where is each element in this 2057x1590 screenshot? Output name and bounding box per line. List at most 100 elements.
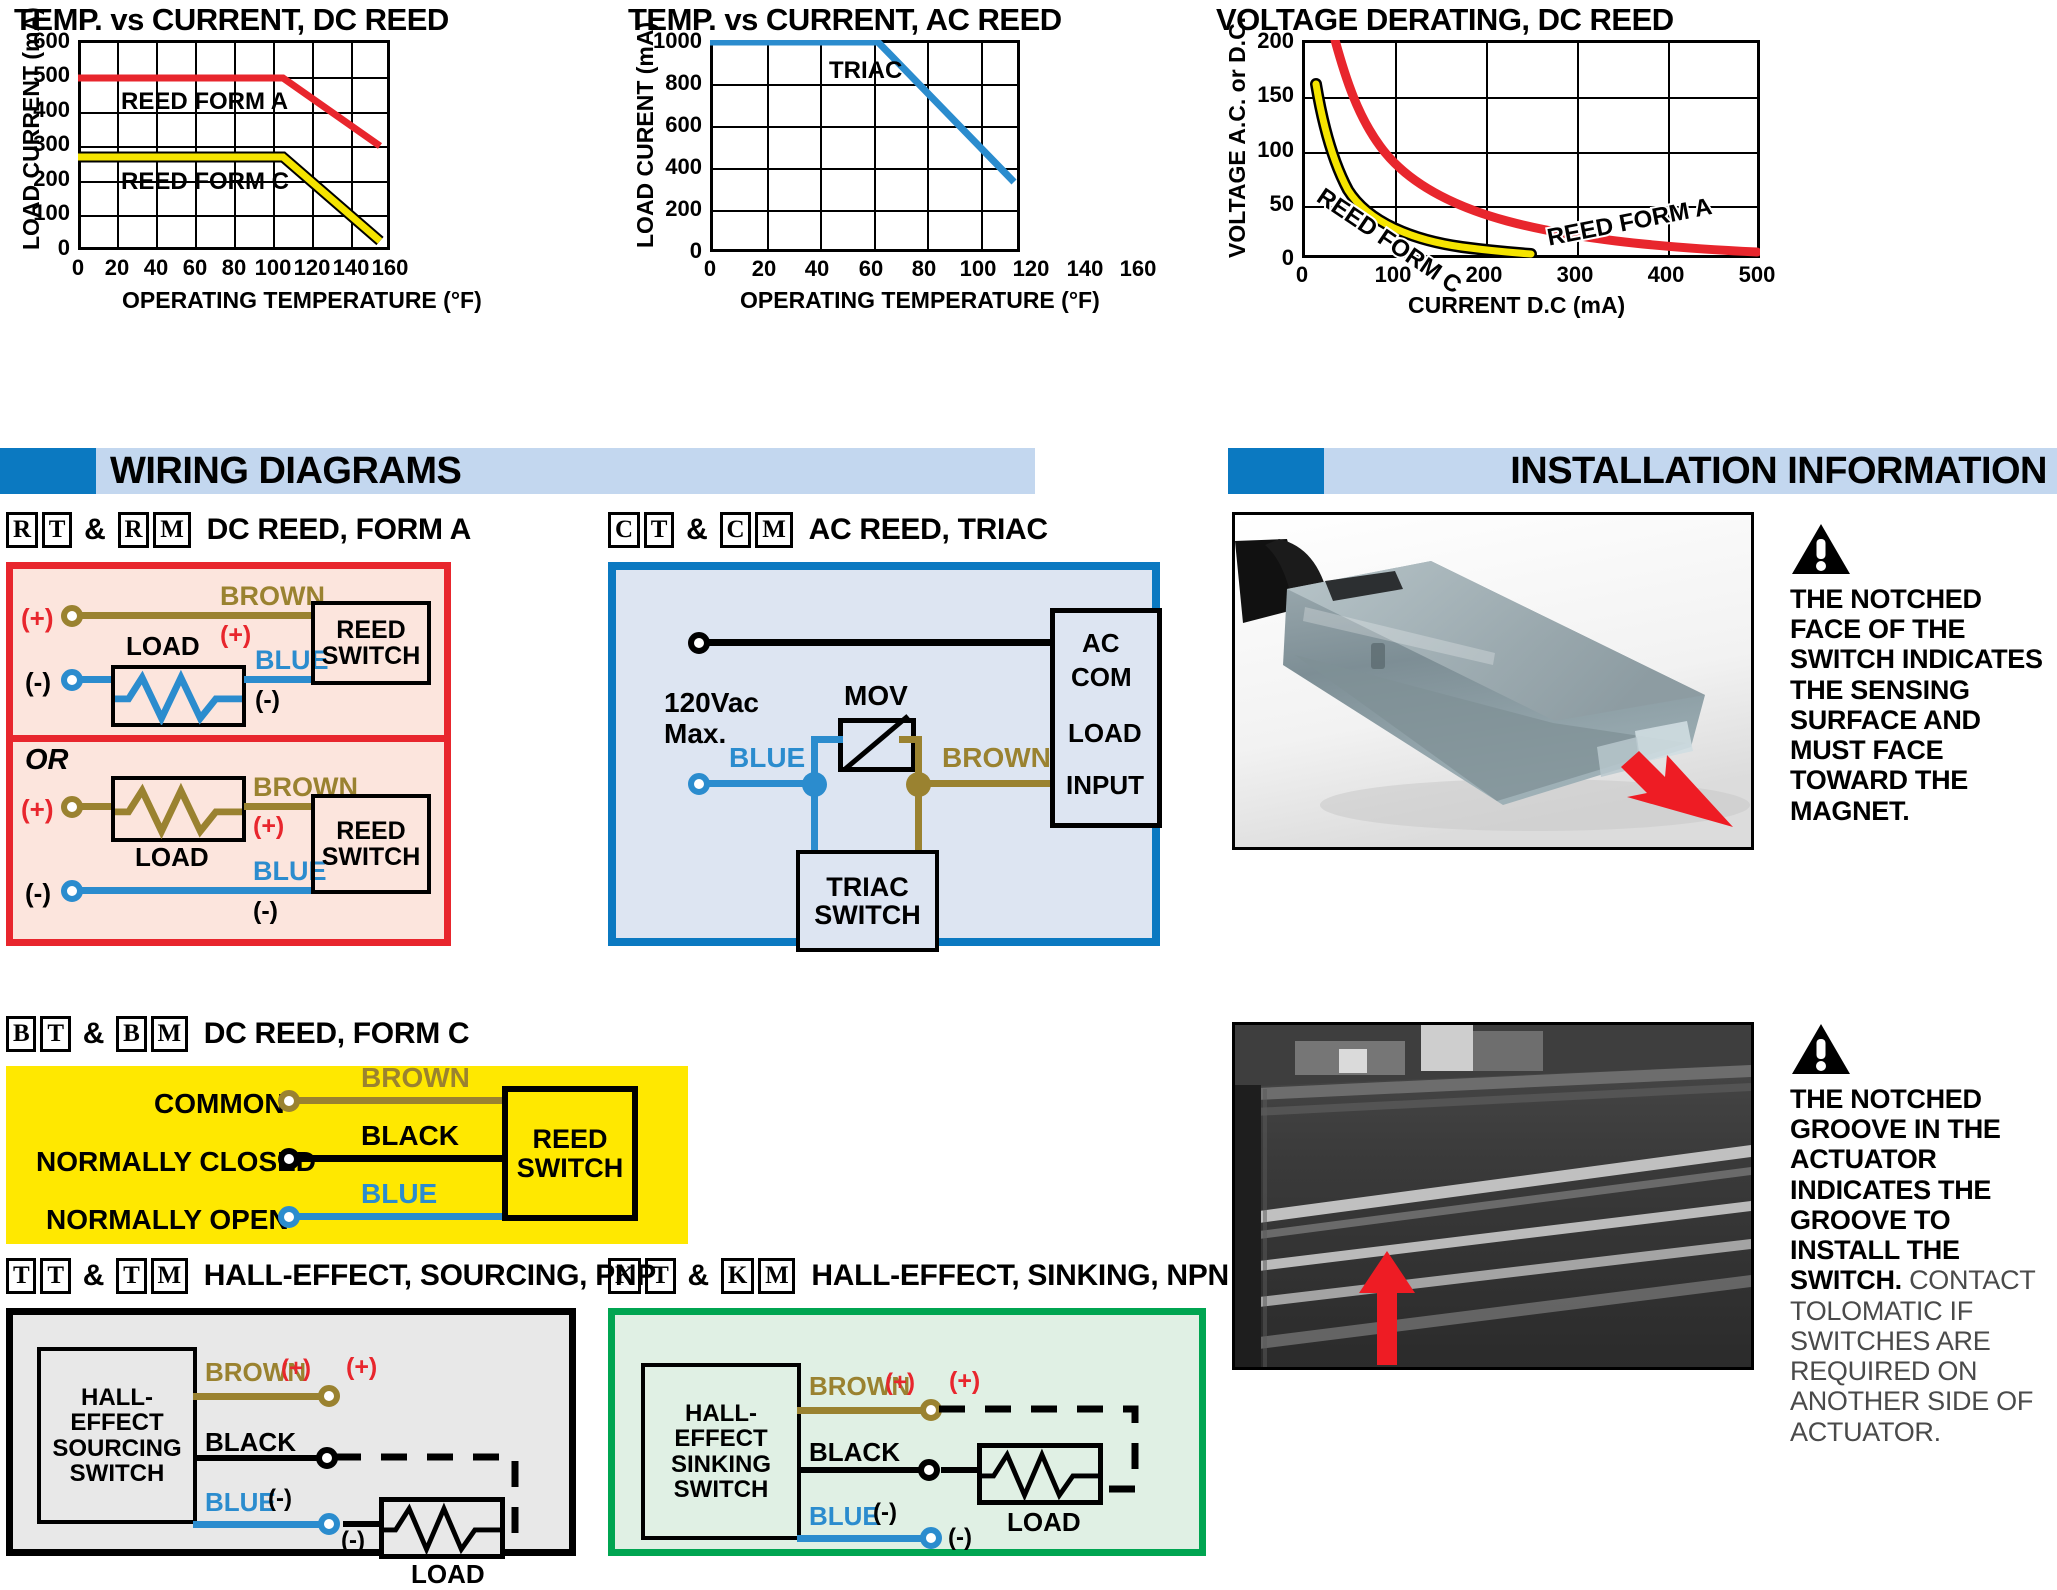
blue-label: BLUE (205, 1487, 276, 1517)
mov-varistor-slash (842, 714, 910, 772)
plus-label: (+) (885, 1369, 915, 1396)
triac-switch-box: TRIAC SWITCH (796, 850, 939, 952)
chart1-xtick: 140 (332, 255, 370, 280)
blue-wire-to-mov (811, 736, 843, 743)
warning-1-text: THE NOTCHED FACE OF THE SWITCH INDICATES… (1790, 584, 2043, 826)
brown-wire (797, 1407, 925, 1414)
blue-wire (81, 676, 113, 683)
caption-text: DC REED, FORM C (203, 1017, 470, 1050)
reed-switch-line1: REED (532, 1124, 608, 1155)
chart2-ytick: 200 (665, 196, 702, 221)
code-letter: C (719, 512, 752, 548)
chart1-xtick: 80 (221, 255, 247, 280)
actuator-photo (1232, 1022, 1754, 1370)
reed-switch-line1: REED (336, 615, 406, 644)
minus-label: (-) (253, 897, 278, 925)
code-letter: M (153, 512, 191, 548)
load-label: LOAD (126, 631, 200, 661)
terminal-plus (61, 796, 83, 818)
terminal-ac (688, 632, 710, 654)
code-letter: T (41, 512, 73, 548)
minus-label: (-) (25, 667, 51, 697)
diagram-hall-sourcing-pnp: HALL-EFFECT SOURCING SWITCH BROWN (+) (+… (6, 1308, 576, 1589)
chart3-curves (1310, 40, 1760, 258)
chart3-ytick: 100 (1257, 137, 1294, 162)
warning-triangle-icon (1792, 524, 1850, 574)
terminal-minus (920, 1527, 942, 1549)
chart3-ytick: 0 (1281, 245, 1294, 270)
chart1-label-form-a: REED FORM A (121, 88, 289, 115)
terminal-nc (278, 1148, 300, 1170)
diagram-dc-reed-form-a-alt: OR (+) BROWN (+) LOAD (-) BLUE (-) REED … (6, 742, 451, 946)
wiring-diagrams-header: WIRING DIAGRAMS (0, 448, 1035, 494)
brown-wire (81, 612, 313, 619)
common-label: COMMON (154, 1088, 285, 1119)
sensor-photo (1232, 512, 1754, 850)
input-label: INPUT (1066, 770, 1144, 800)
chart2-ytick: 400 (665, 154, 702, 179)
chart2-title: TEMP. vs CURRENT, AC REED (628, 2, 1062, 37)
switch-line3: SWITCH (69, 1459, 165, 1487)
ampersand: & (84, 513, 106, 546)
junction-dot-blue (802, 772, 827, 797)
accent-square (1228, 448, 1324, 494)
warning-1: THE NOTCHED FACE OF THE SWITCH INDICATES… (1790, 522, 2052, 826)
chart1-ytick: 400 (33, 97, 70, 122)
hall-sourcing-switch-box: HALL-EFFECT SOURCING SWITCH (37, 1347, 197, 1524)
or-label: OR (25, 744, 69, 776)
chart3-xtick: 200 (1465, 262, 1503, 287)
code-letter: K (608, 1258, 642, 1294)
code-letter: T (40, 1016, 71, 1052)
switch-line3: SWITCH (673, 1475, 769, 1503)
hall-sinking-switch-box: HALL-EFFECT SINKING SWITCH (641, 1363, 801, 1540)
normally-closed-label: NORMALLY CLOSED (36, 1146, 317, 1177)
chart3-ytick: 200 (1257, 28, 1294, 53)
brown-wire-to-mov (899, 736, 922, 743)
minus-label: (-) (341, 1527, 365, 1554)
chart2-plot: TRIAC (710, 40, 1020, 252)
chart1-xtick: 100 (254, 255, 292, 280)
accent-square (0, 448, 96, 494)
chart2-xtick: 160 (1119, 256, 1157, 281)
chart2-xtick: 60 (858, 256, 884, 281)
chart2-xtick: 100 (959, 256, 997, 281)
reed-switch-box: REED SWITCH (311, 794, 431, 894)
chart3-xtick: 300 (1556, 262, 1594, 287)
resistor-zigzag (982, 1448, 1098, 1502)
code-letter: B (6, 1016, 37, 1052)
chart-dc-reed: TEMP. vs CURRENT, DC REED LOAD CURRENT (… (0, 0, 610, 320)
load-label: LOAD (135, 842, 209, 872)
code-letter: T (6, 1258, 37, 1294)
chart2-ytick: 0 (689, 238, 702, 263)
blue-wire (708, 780, 818, 787)
load-resistor (977, 1443, 1103, 1505)
chart-ac-reed: TEMP. vs CURRENT, AC REED LOAD CURENT (m… (610, 0, 1210, 320)
installation-information-header: INSTALLATION INFORMATION (1228, 448, 2057, 494)
chart2-curve (710, 40, 1017, 185)
code-letter: M (150, 1258, 188, 1294)
resistor-zigzag (115, 782, 242, 840)
terminal-common (278, 1090, 300, 1112)
code-letter: K (720, 1258, 755, 1294)
mov-label: MOV (844, 680, 908, 711)
ampersand: & (82, 1017, 105, 1050)
plus-label: (+) (253, 812, 285, 840)
chart3-xtick: 400 (1647, 262, 1685, 287)
triac-switch-line2: SWITCH (814, 900, 921, 930)
code-letter: M (755, 512, 793, 548)
switch-line1: HALL-EFFECT (70, 1384, 164, 1437)
diagram-ac-reed-triac: 120Vac Max. MOV BLUE BROWN TRIAC SWITCH … (608, 562, 1162, 952)
black-wire (193, 1455, 319, 1461)
chart3-plot: REED FORM C REED FORM A (1302, 40, 1760, 301)
blue-wire (244, 676, 314, 683)
chart3-xtick: 100 (1374, 262, 1412, 287)
chart1-label-form-c: REED FORM C (121, 168, 289, 195)
dashed-connection (939, 1405, 1139, 1493)
brown-label: BROWN (361, 1062, 470, 1093)
ampersand: & (686, 513, 708, 546)
reed-switch-box: REED SWITCH (311, 601, 431, 685)
red-arrow-icon (1621, 751, 1733, 827)
load-resistor (111, 665, 246, 727)
caption-ac-reed-triac: C T & C M AC REED, TRIAC (608, 512, 1048, 548)
black-label: BLACK (809, 1437, 900, 1467)
